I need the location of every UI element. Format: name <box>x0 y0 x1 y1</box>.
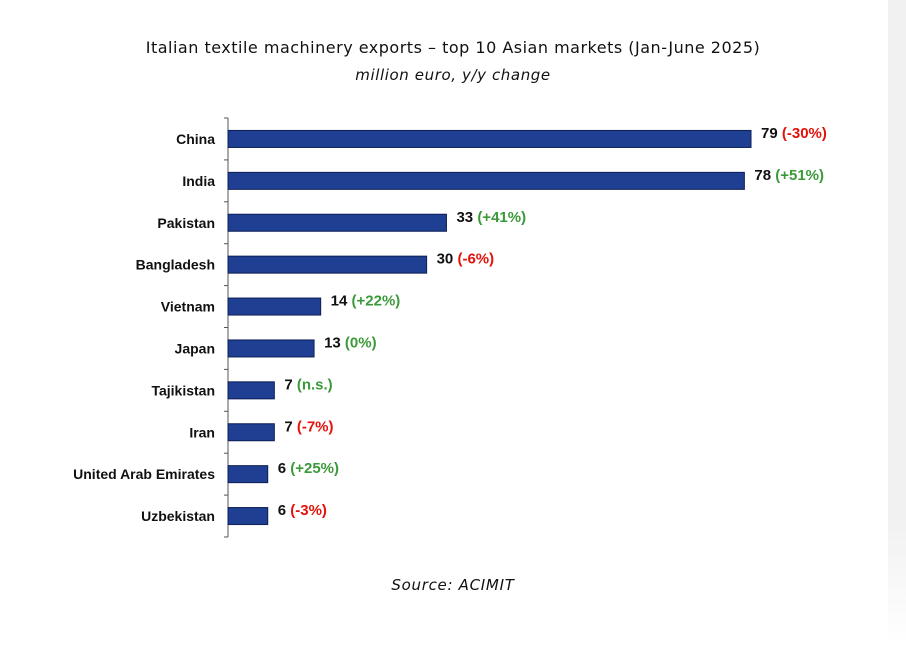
category-label: Vietnam <box>161 299 215 315</box>
bar <box>227 213 447 232</box>
page-edge-strip <box>888 0 906 646</box>
bar <box>227 255 428 274</box>
bar <box>227 381 275 400</box>
chart-title: Italian textile machinery exports – top … <box>145 38 761 57</box>
category-label: China <box>176 131 215 147</box>
data-label: 13 (0%) <box>324 334 377 351</box>
data-label: 79 (-30%) <box>761 125 827 142</box>
category-label: Pakistan <box>157 215 215 231</box>
bar <box>227 171 745 190</box>
data-label: 6 (+25%) <box>278 460 339 477</box>
bar <box>227 465 269 484</box>
bar-chart: China 79 (-30%) India 78 (+51%) Pakistan 33 (… <box>73 117 827 538</box>
source-note: Source: ACIMIT <box>391 576 515 594</box>
bar <box>227 423 275 442</box>
data-label: 78 (+51%) <box>754 167 824 184</box>
category-label: Tajikistan <box>151 382 215 398</box>
chart-subtitle: million euro, y/y change <box>355 66 551 84</box>
category-label: United Arab Emirates <box>73 466 215 482</box>
bar <box>227 507 269 526</box>
data-label: 6 (-3%) <box>278 502 327 519</box>
data-label: 33 (+41%) <box>456 209 526 226</box>
bar <box>227 297 322 316</box>
category-label: Iran <box>189 424 215 440</box>
data-label: 30 (-6%) <box>437 251 495 268</box>
data-label: 7 (-7%) <box>284 418 333 435</box>
category-label: Bangladesh <box>136 257 215 273</box>
category-label: Uzbekistan <box>141 508 215 524</box>
category-label: Japan <box>175 340 215 356</box>
category-label: India <box>182 173 215 189</box>
bar <box>227 339 315 358</box>
data-label: 7 (n.s.) <box>284 376 332 393</box>
bar <box>227 129 752 148</box>
data-label: 14 (+22%) <box>331 293 401 310</box>
